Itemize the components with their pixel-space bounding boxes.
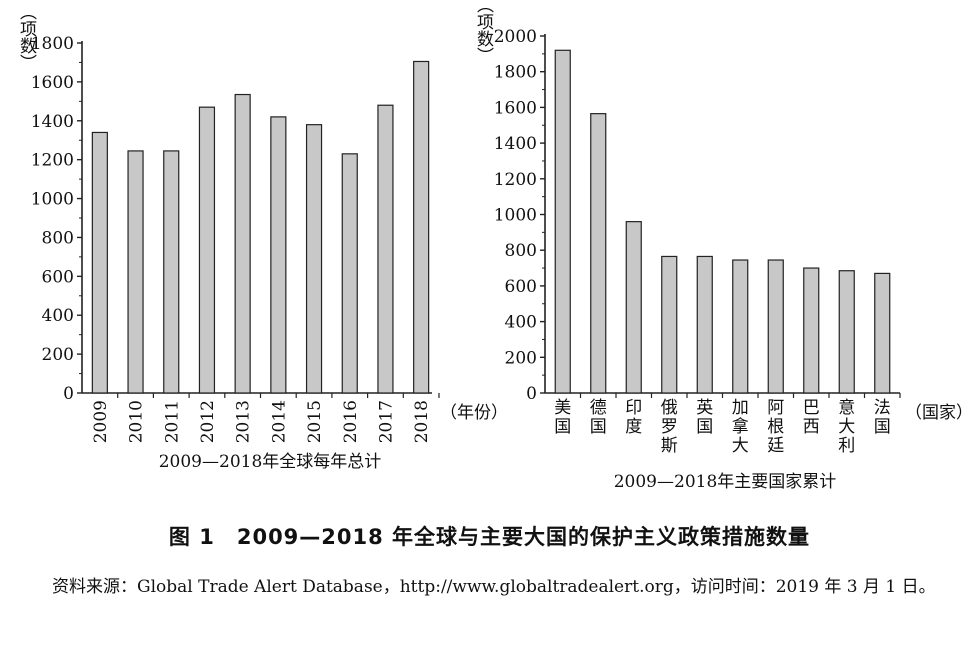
chart2-y-tick-label: 600	[505, 277, 537, 297]
chart2-x-tick-label: 加拿大	[732, 398, 749, 456]
chart1-x-tick-label: 2013	[234, 400, 254, 443]
chart1-bar	[341, 153, 358, 394]
chart2-bar	[661, 255, 678, 394]
chart2-y-tick-label: 1000	[494, 206, 537, 226]
chart1-bar	[163, 150, 180, 394]
chart1-bar	[270, 116, 287, 394]
chart1-y-tick-label: 1800	[31, 34, 74, 54]
chart1-y-tick-label: 1400	[31, 112, 74, 132]
chart2-x-tick-label: 巴西	[803, 398, 820, 437]
chart1-bar	[234, 93, 251, 394]
chart2-bar	[554, 49, 571, 394]
chart2-x-tick-label: 俄罗斯	[661, 398, 678, 456]
chart1-y-tick-label: 400	[42, 306, 74, 326]
chart1-y-tick-label: 800	[42, 228, 74, 248]
chart2-y-tick-label: 1600	[494, 98, 537, 118]
chart1-bar	[413, 60, 430, 394]
chart2-x-tick-label: 印度	[625, 398, 642, 437]
chart1-x-tick-label: 2012	[198, 400, 218, 443]
chart1-bar	[198, 106, 216, 394]
chart2-y-tick-label: 1800	[494, 63, 537, 83]
chart1-bar	[91, 131, 108, 394]
chart2-y-tick-label: 1400	[494, 134, 537, 154]
chart1-x-tick-label: 2018	[412, 400, 432, 443]
chart2-y-tick-label: 0	[526, 384, 537, 404]
figure: 0 200 400 600 800 1000 1200 1400 1600 1800 2009 201…	[16, 0, 973, 492]
chart1-bar	[127, 150, 144, 394]
chart1-y-tick-label: 600	[42, 267, 74, 287]
chart2-bar	[874, 272, 891, 394]
chart1-y-tick-label: 1600	[31, 73, 74, 93]
chart2-x-tick-label: 法国	[874, 398, 891, 437]
chart2-y-tick-label: 200	[505, 348, 537, 368]
chart1-x-tick-label: 2014	[269, 400, 289, 443]
chart2-y-tick-label: 800	[505, 241, 537, 261]
chart2-y-tick-label: 2000	[494, 27, 537, 47]
chart1-x-tick-label: 2011	[162, 400, 182, 443]
chart2-y-tick-label: 1200	[494, 170, 537, 190]
chart1-x-tick-label: 2016	[341, 400, 361, 443]
chart2-bar	[838, 270, 855, 394]
chart2-x-tick-label: 意大利	[838, 398, 855, 456]
chart1-y-tick-label: 0	[63, 384, 74, 404]
chart2-y-axis-label: （项数）	[473, 0, 494, 64]
chart2-bar	[803, 267, 820, 394]
chart2-x-tick-label: 阿根廷	[767, 398, 784, 456]
chart2-x-axis-label: （国家）	[905, 403, 973, 423]
chart1-x-tick-label: 2010	[127, 400, 147, 443]
chart1-bar	[305, 124, 323, 394]
chart1-x-tick-label: 2017	[376, 400, 396, 443]
chart2-x-tick-label: 德国	[590, 398, 607, 437]
source-note: 资料来源：Global Trade Alert Database，http://…	[52, 577, 936, 597]
chart2-bar	[767, 259, 784, 394]
chart1-y-tick-label: 1200	[31, 151, 74, 171]
chart1-y-axis-label: （项数）	[16, 3, 37, 71]
chart1-title: 2009—2018年全球每年总计	[159, 452, 382, 472]
chart2-bar	[590, 113, 607, 394]
chart2-x-tick-label: 美国	[554, 398, 571, 437]
chart1-x-axis-label: （年份）	[440, 403, 508, 423]
chart1-y-tick-label: 1000	[31, 190, 74, 210]
chart2-bar	[732, 259, 749, 394]
chart2-bar	[696, 255, 713, 394]
chart2-y-tick-label: 400	[505, 313, 537, 333]
chart1-y-tick-label: 200	[42, 345, 74, 365]
chart2-bar	[625, 221, 642, 394]
figure-caption: 图 1 2009—2018 年全球与主要大国的保护主义政策措施数量	[168, 525, 811, 549]
chart2-title: 2009—2018年主要国家累计	[614, 472, 837, 492]
chart1-x-tick-label: 2015	[305, 400, 325, 443]
chart1-bar	[377, 104, 394, 394]
chart1-x-tick-label: 2009	[91, 400, 111, 443]
chart2-x-tick-label: 英国	[696, 398, 713, 437]
